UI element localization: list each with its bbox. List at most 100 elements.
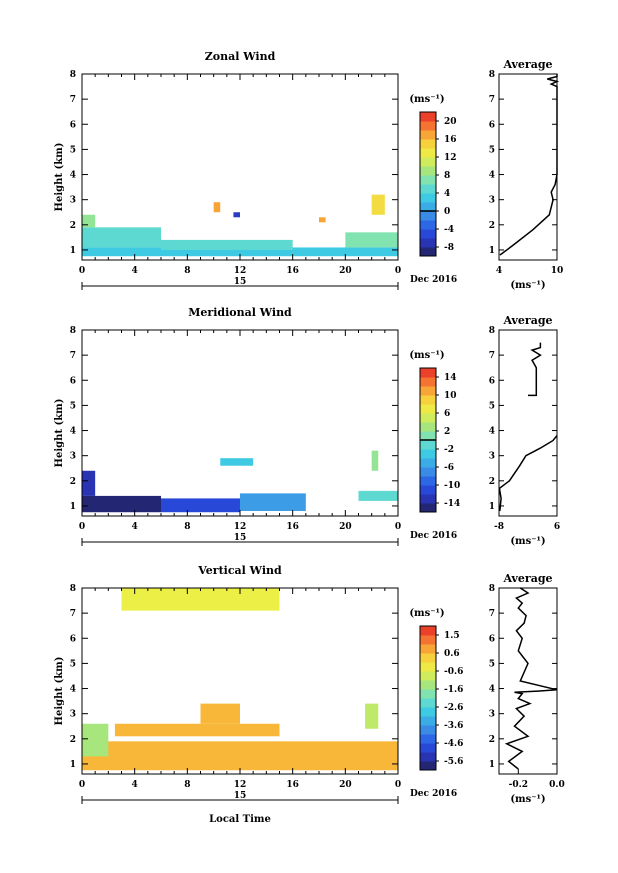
profile-y-tick-label: 5 bbox=[489, 145, 495, 155]
colorbar-segment bbox=[420, 449, 436, 459]
colorbar-tick-label: -3.6 bbox=[444, 721, 463, 731]
colorbar-tick-label: -1.6 bbox=[444, 685, 463, 695]
y-tick-label: 6 bbox=[70, 120, 76, 130]
heatmap-cell bbox=[213, 202, 221, 213]
colorbar-segment bbox=[420, 377, 436, 387]
x-tick-label: 8 bbox=[184, 780, 190, 790]
profile-y-tick-label: 7 bbox=[489, 609, 495, 619]
heatmap-cell bbox=[365, 703, 379, 729]
y-tick-label: 3 bbox=[70, 196, 76, 206]
date-label: Dec 2016 bbox=[410, 789, 457, 799]
colorbar-segment bbox=[420, 467, 436, 477]
profile-line-upper bbox=[528, 342, 542, 397]
profile-y-tick-label: 6 bbox=[489, 120, 495, 130]
colorbar-segment bbox=[420, 139, 436, 149]
y-tick-label: 5 bbox=[70, 659, 76, 669]
x-tick-label: 20 bbox=[339, 522, 352, 532]
y-tick-label: 6 bbox=[70, 634, 76, 644]
heatmap-cell bbox=[371, 194, 385, 215]
colorbar-segment bbox=[420, 698, 436, 708]
colorbar-tick-label: 12 bbox=[444, 153, 457, 163]
colorbar-tick-label: 0.6 bbox=[444, 649, 460, 659]
colorbar-tick-label: -10 bbox=[444, 481, 460, 491]
day-label: 15 bbox=[234, 533, 247, 543]
x-tick-label: 0 bbox=[395, 522, 401, 532]
colorbar-tick-label: 1.5 bbox=[444, 631, 460, 641]
profile-y-tick-label: 1 bbox=[489, 246, 495, 256]
y-tick-label: 3 bbox=[70, 452, 76, 462]
colorbar-tick-label: -14 bbox=[444, 499, 460, 509]
colorbar-segment bbox=[420, 211, 436, 221]
profile-x-label: (ms⁻¹) bbox=[510, 280, 545, 291]
y-tick-label: 8 bbox=[70, 584, 76, 594]
colorbar-tick-label: -4 bbox=[444, 225, 454, 235]
x-tick-label: 16 bbox=[286, 522, 299, 532]
y-tick-label: 5 bbox=[70, 145, 76, 155]
heatmap-cell bbox=[345, 232, 398, 248]
colorbar-tick-label: 10 bbox=[444, 391, 457, 401]
x-tick-label: 12 bbox=[234, 522, 247, 532]
colorbar-segment bbox=[420, 716, 436, 726]
colorbar-tick-label: 16 bbox=[444, 135, 457, 145]
y-tick-label: 2 bbox=[70, 735, 76, 745]
colorbar-segment bbox=[420, 386, 436, 396]
heatmap-cell bbox=[82, 741, 398, 771]
x-tick-label: 4 bbox=[132, 780, 138, 790]
heatmap-cell bbox=[82, 247, 398, 257]
colorbar-segment bbox=[420, 157, 436, 167]
x-tick-label: 0 bbox=[79, 266, 85, 276]
profile-x-tick-label: 0.0 bbox=[549, 780, 565, 790]
x-axis-label: Local Time bbox=[209, 814, 271, 825]
colorbar-segment bbox=[420, 404, 436, 414]
chart-title: Vertical Wind bbox=[197, 564, 282, 577]
profile-y-tick-label: 1 bbox=[489, 760, 495, 770]
plot-frame bbox=[81, 329, 399, 517]
profile-frame bbox=[498, 587, 558, 775]
colorbar-segment bbox=[420, 175, 436, 185]
profile-line bbox=[499, 74, 560, 256]
colorbar-segment bbox=[420, 743, 436, 753]
heatmap-cell bbox=[371, 450, 379, 471]
y-tick-label: 1 bbox=[70, 760, 76, 770]
y-tick-label: 8 bbox=[70, 70, 76, 80]
y-tick-label: 1 bbox=[70, 502, 76, 512]
colorbar-tick-label: -4.6 bbox=[444, 739, 463, 749]
profile-y-tick-label: 8 bbox=[489, 584, 495, 594]
profile-x-label: (ms⁻¹) bbox=[510, 794, 545, 805]
profile-x-tick-label: 6 bbox=[554, 522, 560, 532]
x-tick-label: 4 bbox=[132, 266, 138, 276]
profile-y-tick-label: 4 bbox=[489, 427, 495, 437]
colorbar-segment bbox=[420, 229, 436, 239]
y-tick-label: 2 bbox=[70, 477, 76, 487]
day-label: 15 bbox=[234, 277, 247, 287]
x-tick-label: 8 bbox=[184, 266, 190, 276]
profile-y-tick-label: 8 bbox=[489, 326, 495, 336]
colorbar-tick-label: -0.6 bbox=[444, 667, 463, 677]
colorbar-unit: (ms⁻¹) bbox=[409, 608, 444, 619]
heatmap-cell bbox=[319, 217, 326, 223]
heatmap-cell bbox=[220, 458, 254, 466]
colorbar-segment bbox=[420, 635, 436, 645]
heatmap-cell bbox=[161, 498, 240, 513]
profile-y-tick-label: 8 bbox=[489, 70, 495, 80]
colorbar-segment bbox=[420, 422, 436, 432]
profile-x-tick-label: 10 bbox=[551, 266, 564, 276]
x-tick-label: 0 bbox=[395, 780, 401, 790]
colorbar-segment bbox=[420, 202, 436, 212]
heatmap-cell bbox=[82, 723, 109, 757]
profile-x-label: (ms⁻¹) bbox=[510, 536, 545, 547]
colorbar-segment bbox=[420, 644, 436, 654]
heatmap-cell bbox=[233, 212, 240, 218]
profile-y-tick-label: 3 bbox=[489, 710, 495, 720]
y-tick-label: 5 bbox=[70, 401, 76, 411]
y-axis-label: Height (km) bbox=[54, 143, 65, 212]
heatmap-cell bbox=[82, 214, 96, 228]
heatmap-cell bbox=[121, 588, 280, 611]
colorbar-segment bbox=[420, 413, 436, 423]
colorbar-segment bbox=[420, 238, 436, 248]
x-tick-label: 0 bbox=[395, 266, 401, 276]
profile-line bbox=[504, 587, 558, 770]
